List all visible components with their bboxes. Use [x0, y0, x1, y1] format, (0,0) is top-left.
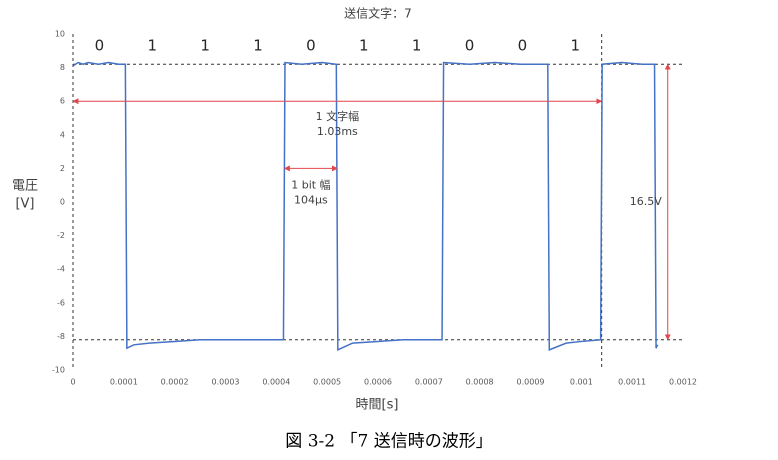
x-tick-label: 0.0011	[618, 378, 646, 387]
annotation: 1.03ms	[317, 125, 358, 138]
y-tick-label: -2	[57, 231, 65, 240]
x-tick-label: 0.0002	[161, 378, 189, 387]
x-tick-label: 0.0003	[212, 378, 240, 387]
bit-label: 1	[253, 37, 263, 55]
x-axis-label: 時間[s]	[356, 398, 399, 413]
y-tick-label: -10	[52, 366, 65, 375]
x-tick-label: 0.0005	[313, 378, 341, 387]
bit-label: 1	[200, 37, 210, 55]
x-tick-label: 0.0007	[415, 378, 443, 387]
annotation: 104μs	[294, 193, 328, 206]
chart-title: 送信文字：7	[344, 6, 412, 21]
x-tick-label: 0	[70, 378, 75, 387]
bit-label: 1	[148, 37, 158, 55]
bit-label: 0	[95, 37, 105, 55]
caption: 図 3-2 「7 送信時の波形」	[285, 432, 492, 452]
annotation: 16.5V	[630, 195, 662, 208]
y-tick-label: 0	[60, 198, 65, 207]
bit-label: 0	[518, 37, 528, 55]
bit-label: 0	[306, 37, 316, 55]
bit-label: 0	[465, 37, 475, 55]
x-tick-label: 0.0009	[517, 378, 545, 387]
y-axis-label: 電圧	[12, 179, 38, 194]
y-tick-label: -4	[57, 265, 65, 274]
y-tick-label: 2	[60, 164, 65, 173]
y-tick-label: -8	[57, 332, 65, 341]
annotation: 1 文字幅	[316, 109, 360, 123]
y-axis-label: [V]	[15, 197, 34, 212]
y-tick-label: 6	[60, 97, 65, 106]
annotation: 1 bit 幅	[291, 178, 330, 191]
y-tick-label: -6	[57, 298, 65, 307]
y-tick-label: 8	[60, 63, 65, 72]
x-tick-label: 0.001	[570, 378, 593, 387]
y-tick-label: 4	[60, 130, 65, 139]
y-tick-label: 10	[55, 30, 65, 39]
x-tick-label: 0.0001	[110, 378, 138, 387]
bit-label: 1	[570, 37, 580, 55]
bit-label: 1	[359, 37, 369, 55]
x-tick-label: 0.0006	[364, 378, 392, 387]
x-tick-label: 0.0004	[262, 378, 290, 387]
x-tick-label: 0.0008	[466, 378, 494, 387]
waveform	[72, 61, 659, 352]
bit-label: 1	[412, 37, 422, 55]
x-tick-label: 0.0012	[669, 378, 697, 387]
